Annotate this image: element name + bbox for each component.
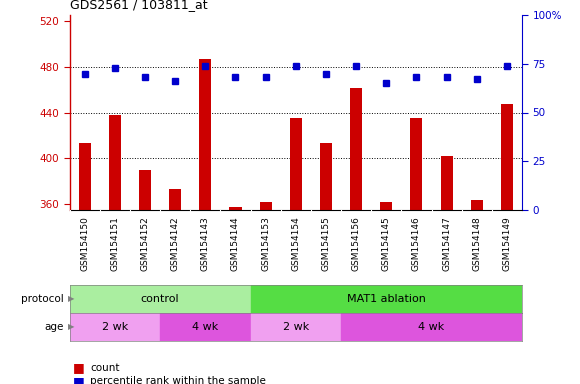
Text: GSM154148: GSM154148 (472, 216, 481, 271)
Bar (160, 313, 251, 341)
Text: GSM154146: GSM154146 (412, 216, 421, 271)
Text: GSM154142: GSM154142 (171, 216, 180, 271)
Text: GSM154156: GSM154156 (351, 216, 361, 271)
Text: GSM154145: GSM154145 (382, 216, 391, 271)
Bar (139, 170, 151, 384)
Text: GSM154149: GSM154149 (502, 216, 512, 271)
Bar (70, 285, 251, 313)
Text: MAT1 ablation: MAT1 ablation (347, 294, 426, 304)
Text: 4 wk: 4 wk (192, 322, 219, 332)
Text: GSM154152: GSM154152 (140, 216, 150, 271)
Text: protocol: protocol (21, 294, 64, 304)
Bar (471, 200, 483, 384)
Text: GSM154154: GSM154154 (291, 216, 300, 271)
Text: ▶: ▶ (68, 323, 74, 331)
Text: GSM154143: GSM154143 (201, 216, 210, 271)
Text: control: control (141, 294, 179, 304)
Text: 2 wk: 2 wk (282, 322, 309, 332)
Bar (380, 202, 392, 384)
Bar (230, 207, 241, 384)
Bar (441, 156, 452, 384)
Bar (411, 118, 422, 384)
Text: 4 wk: 4 wk (418, 322, 445, 332)
Bar (109, 115, 121, 384)
Text: ■: ■ (72, 375, 84, 384)
Text: GSM154147: GSM154147 (442, 216, 451, 271)
Bar (79, 144, 90, 384)
Bar (251, 313, 341, 341)
Text: GSM154151: GSM154151 (110, 216, 119, 271)
Text: GDS2561 / 103811_at: GDS2561 / 103811_at (70, 0, 207, 11)
Text: ■: ■ (72, 361, 84, 374)
Text: GSM154155: GSM154155 (321, 216, 331, 271)
Bar (501, 104, 513, 384)
Text: percentile rank within the sample: percentile rank within the sample (90, 376, 266, 384)
Bar (350, 88, 362, 384)
Text: GSM154144: GSM154144 (231, 216, 240, 271)
Text: 2 wk: 2 wk (102, 322, 128, 332)
Text: age: age (45, 322, 64, 332)
Text: count: count (90, 363, 119, 373)
Bar (70, 313, 160, 341)
Text: GSM154153: GSM154153 (261, 216, 270, 271)
Bar (251, 285, 522, 313)
Bar (290, 118, 302, 384)
Text: GSM154150: GSM154150 (80, 216, 89, 271)
Bar (169, 189, 181, 384)
Text: ▶: ▶ (68, 295, 74, 303)
Bar (341, 313, 522, 341)
Bar (320, 144, 332, 384)
Bar (260, 202, 271, 384)
Bar (200, 59, 211, 384)
